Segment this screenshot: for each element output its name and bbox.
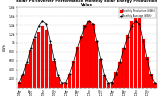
Bar [21, 75, 25, 88]
Bar [29, 50, 32, 88]
Bar [134, 16, 137, 88]
Bar [80, 36, 83, 88]
Bar [56, 76, 60, 88]
Bar [72, 61, 75, 88]
Bar [64, 83, 67, 88]
Bar [52, 61, 56, 88]
Bar [153, 83, 156, 88]
Bar [18, 82, 21, 88]
Bar [37, 32, 40, 88]
Bar [111, 82, 114, 88]
Bar [91, 24, 95, 88]
Bar [126, 35, 129, 88]
Bar [45, 30, 48, 88]
Bar [142, 38, 145, 88]
Bar [99, 59, 102, 88]
Bar [49, 44, 52, 88]
Bar [87, 21, 91, 88]
Bar [60, 84, 64, 88]
Bar [33, 38, 36, 88]
Bar [138, 18, 141, 88]
Bar [41, 26, 44, 88]
Bar [103, 75, 106, 88]
Bar [25, 64, 29, 88]
Bar [122, 48, 126, 88]
Bar [95, 41, 98, 88]
Bar [145, 57, 149, 88]
Y-axis label: kWh: kWh [3, 44, 7, 51]
Bar [149, 74, 153, 88]
Bar [84, 25, 87, 88]
Bar [68, 74, 71, 88]
Legend: Monthly Production (kWh), Monthly Average (kWh): Monthly Production (kWh), Monthly Averag… [119, 8, 156, 18]
Bar [114, 72, 118, 88]
Title: Solar PV/Inverter Performance Monthly Solar Energy Production Value: Solar PV/Inverter Performance Monthly So… [16, 0, 158, 7]
Bar [118, 62, 122, 88]
Bar [130, 22, 133, 88]
Bar [107, 83, 110, 88]
Bar [76, 48, 79, 88]
